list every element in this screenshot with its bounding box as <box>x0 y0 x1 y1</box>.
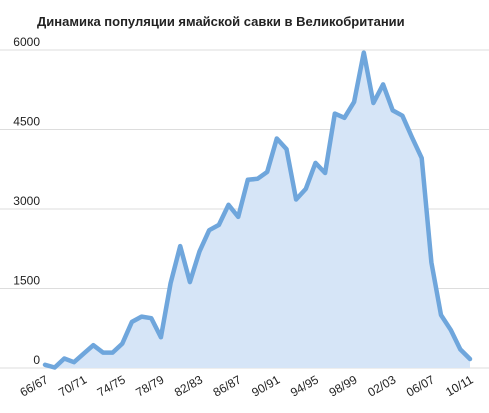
x-tick-label: 70/71 <box>56 372 89 399</box>
data-point <box>410 136 414 139</box>
data-point <box>43 363 47 366</box>
plot-area <box>42 50 473 370</box>
data-point <box>362 51 365 54</box>
data-point <box>401 114 404 117</box>
x-tick-label: 06/07 <box>404 372 437 399</box>
x-tick-label: 02/03 <box>365 372 398 399</box>
data-point <box>430 261 433 264</box>
data-point <box>227 203 230 206</box>
x-tick-label: 10/11 <box>443 372 476 399</box>
data-point <box>53 366 56 369</box>
data-point <box>275 137 278 140</box>
data-point <box>256 177 259 180</box>
data-point <box>449 328 452 331</box>
data-point <box>237 215 240 219</box>
data-point <box>82 352 85 355</box>
data-point <box>381 83 385 86</box>
data-point <box>304 187 307 191</box>
x-tick-label: 98/99 <box>327 372 360 399</box>
x-tick-label: 94/95 <box>288 372 321 399</box>
data-point <box>63 357 66 360</box>
x-tick-label: 74/75 <box>95 372 128 399</box>
data-point <box>208 229 211 232</box>
x-tick-label: 86/87 <box>211 372 244 399</box>
y-tick-label: 0 <box>33 353 40 367</box>
chart-title: Динамика популяции ямайской савки в Вели… <box>37 14 405 29</box>
x-tick-label: 66/67 <box>17 372 50 399</box>
data-point <box>459 348 462 351</box>
data-point <box>314 161 317 165</box>
data-point <box>420 156 423 160</box>
data-point <box>159 336 163 339</box>
data-point <box>217 223 221 227</box>
y-axis-ticks: 0 1500 3000 4500 6000 <box>13 35 40 367</box>
data-point <box>111 351 114 354</box>
data-point <box>343 116 346 120</box>
data-point <box>439 313 443 317</box>
y-tick-label: 3000 <box>13 194 40 208</box>
y-tick-label: 6000 <box>13 35 40 49</box>
y-tick-label: 4500 <box>13 115 40 129</box>
data-point <box>150 317 153 320</box>
data-point <box>391 109 394 112</box>
data-point <box>169 282 172 285</box>
data-point <box>92 344 95 347</box>
y-tick-label: 1500 <box>13 274 40 288</box>
data-point <box>130 320 134 324</box>
data-point <box>179 244 182 248</box>
data-point <box>198 250 201 253</box>
data-point <box>72 361 76 364</box>
data-point <box>372 101 375 105</box>
x-axis-ticks: 66/67 70/71 74/75 78/79 82/83 86/87 90/91 94/95… <box>17 372 475 399</box>
data-point <box>323 171 327 175</box>
data-point <box>101 351 105 354</box>
x-tick-label: 82/83 <box>172 372 205 399</box>
data-point <box>333 112 336 115</box>
area-fill <box>45 52 470 368</box>
data-point <box>246 178 249 181</box>
x-tick-label: 78/79 <box>133 372 166 399</box>
data-point <box>188 280 192 284</box>
data-point <box>140 315 143 318</box>
data-point <box>121 342 124 345</box>
data-point <box>285 147 288 151</box>
data-point <box>352 100 356 104</box>
data-point <box>468 357 472 361</box>
data-point <box>266 170 269 174</box>
x-tick-label: 90/91 <box>249 372 282 399</box>
data-point <box>294 198 298 201</box>
